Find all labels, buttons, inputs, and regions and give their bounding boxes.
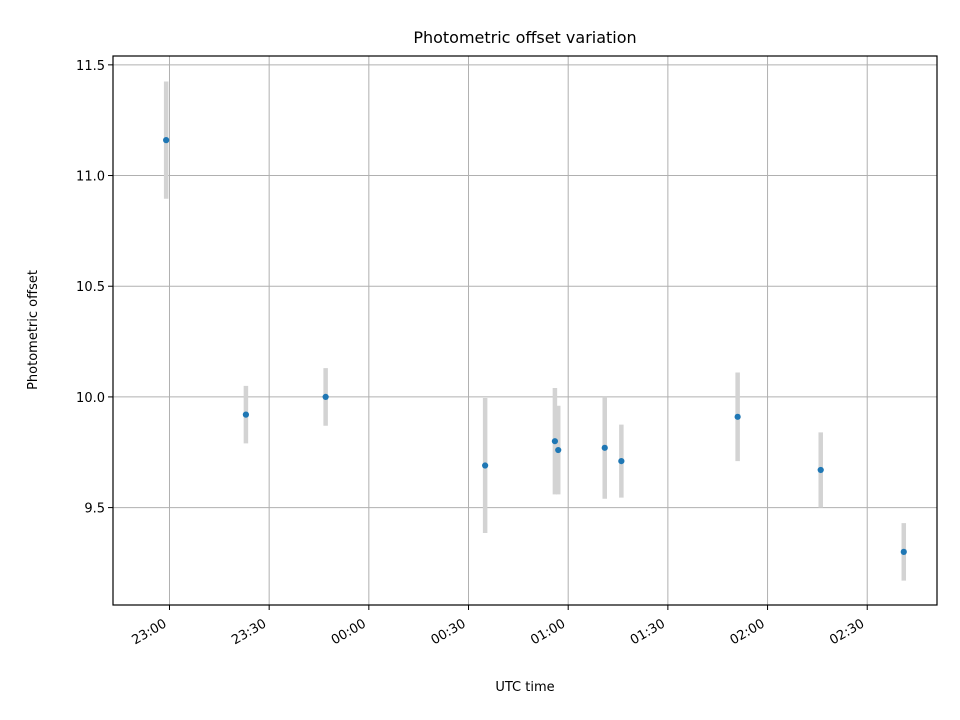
y-tick-label: 9.5 (84, 502, 105, 517)
x-tick-label: 01:00 (528, 616, 568, 648)
errorbars (163, 81, 907, 581)
x-tick-label: 23:00 (130, 616, 170, 648)
x-tick-label: 02:00 (728, 616, 768, 648)
data-point (555, 446, 562, 454)
y-tick-label: 11.0 (76, 170, 105, 185)
data-point (482, 462, 489, 469)
data-point (817, 466, 824, 474)
y-tick-label: 10.5 (76, 280, 105, 295)
x-tick-label: 00:00 (329, 616, 369, 648)
x-axis-ticks: 23:00 23:30 00:00 00:30 01:00 01:30 02:00 02:30 (130, 605, 868, 648)
y-axis-ticks: 9.5 10.0 10.5 11.0 11.5 (76, 59, 113, 517)
x-tick-label: 01:30 (628, 616, 668, 648)
data-point (601, 444, 608, 451)
data-point (734, 413, 741, 420)
x-tick-label: 23:30 (229, 616, 269, 648)
x-tick-label: 02:30 (827, 616, 867, 648)
y-tick-label: 11.5 (76, 59, 105, 74)
data-point (900, 548, 907, 555)
data-point (618, 458, 625, 465)
data-points (163, 137, 907, 555)
data-point (551, 438, 559, 445)
grid-lines (113, 56, 937, 605)
plot-frame (112, 55, 938, 606)
data-point (322, 393, 329, 401)
chart-title: Photometric offset variation (413, 28, 636, 47)
y-axis-label: Photometric offset (26, 270, 41, 390)
x-axis-label: UTC time (495, 680, 554, 695)
y-tick-label: 10.0 (76, 391, 105, 406)
x-tick-label: 00:30 (429, 616, 469, 648)
data-point (163, 137, 170, 144)
data-point (242, 411, 250, 418)
